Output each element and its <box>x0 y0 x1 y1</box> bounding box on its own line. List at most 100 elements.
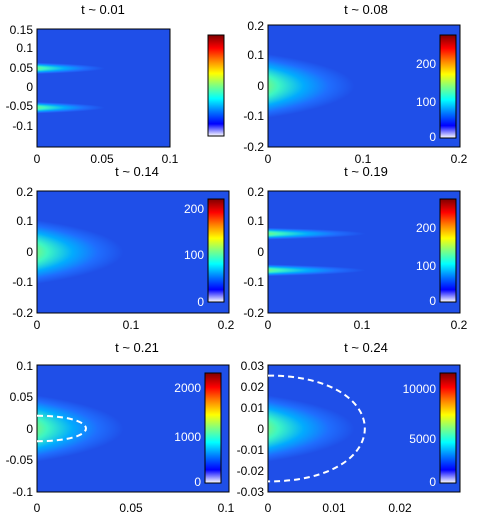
panel-1-xtick-2: 0.05 <box>90 152 114 166</box>
panel-5-ytick-2: 0.05 <box>10 390 34 404</box>
panel-3-ytick-4: -0.1 <box>12 275 33 289</box>
panel-5-hotspot-1 <box>37 375 181 482</box>
panel-2-ytick-2: 0.1 <box>247 48 264 62</box>
panel-3-xtick-2: 0.1 <box>123 318 140 332</box>
panel-4-ytick-3: 0 <box>257 245 264 259</box>
panel-6-colorbar <box>440 373 456 483</box>
panel-5-xtick-3: 0.1 <box>218 501 235 515</box>
panel-3-ytick-5: -0.2 <box>12 306 33 320</box>
panel-6-title: t ~ 0.24 <box>344 340 388 355</box>
panel-4-frame <box>267 190 461 314</box>
panel-2-hotspot-1 <box>268 34 412 138</box>
panel-5-ytick-5: -0.1 <box>12 485 33 499</box>
panel-1-hotspot-2 <box>37 86 151 129</box>
panel-4-hotspot-2 <box>268 248 432 293</box>
panel-6-ytick-4: 0 <box>257 422 264 436</box>
panel-3-ytick-2: 0.1 <box>16 214 33 228</box>
panel-5-frame <box>36 364 230 493</box>
panel-4-colorbar <box>440 199 456 302</box>
panel-6-colorbar-frame <box>439 372 457 484</box>
panel-3-colorbar-tick-3: 0 <box>197 295 204 309</box>
panel-5-colorbar-frame <box>204 372 222 484</box>
panel-4-colorbar-frame <box>439 198 457 303</box>
panel-4-ytick-1: 0.2 <box>247 185 264 199</box>
panel-5-ytick-3: 0 <box>26 422 33 436</box>
panel-1-ytick-3: 0.05 <box>10 61 34 75</box>
panel-4-title: t ~ 0.19 <box>344 164 388 179</box>
panel-4-colorbar-tick-2: 100 <box>416 259 436 273</box>
panel-4-ytick-5: -0.2 <box>243 306 264 320</box>
panel-3-colorbar-tick-2: 100 <box>184 248 204 262</box>
panel-3-xtick-1: 0 <box>34 318 41 332</box>
panel-2-colorbar <box>440 35 456 138</box>
panel-1-ytick-1: 0.15 <box>10 23 34 37</box>
panel-5-colorbar-tick-3: 0 <box>194 475 201 489</box>
panel-2-ytick-1: 0.2 <box>247 19 264 33</box>
panel-5: t ~ 0.21 2000 1000 0 0.1 0.05 0 -0.05 -0… <box>6 340 235 515</box>
panel-6-frame <box>267 364 461 493</box>
panel-6-ytick-5: -0.01 <box>237 443 265 457</box>
panel-1-colorbar-tick-2: 5 <box>197 93 204 107</box>
panel-6-ytick-2: 0.02 <box>241 380 265 394</box>
panel-4-colorbar-tick-1: 200 <box>416 221 436 235</box>
panel-5-xtick-2: 0.05 <box>119 501 143 515</box>
panel-2-ytick-5: -0.2 <box>243 140 264 154</box>
panel-1: t ~ 0.01 10 5 0 0.15 0.1 0.05 0 -0.05 -0… <box>6 2 225 166</box>
panel-2-colorbar-tick-1: 200 <box>416 57 436 71</box>
panel-2-ytick-3: 0 <box>257 79 264 93</box>
dashed-boundaries <box>36 374 366 483</box>
panel-6-colorbar-tick-1: 10000 <box>403 382 437 396</box>
panel-6-ytick-1: 0.03 <box>241 359 265 373</box>
panel-6: t ~ 0.24 10000 5000 0 0.03 0.02 0.01 0 -… <box>237 340 461 515</box>
panel-2-xtick-1: 0 <box>265 152 272 166</box>
panel-1-colorbar <box>208 35 224 136</box>
panel-1-xtick-1: 0 <box>34 152 41 166</box>
panel-2-colorbar-frame <box>439 34 457 139</box>
panel-6-ytick-7: -0.03 <box>237 485 265 499</box>
panel-5-colorbar-tick-1: 2000 <box>174 381 201 395</box>
panel-1-frame <box>36 28 171 148</box>
panel-4-ytick-4: -0.1 <box>243 275 264 289</box>
panel-1-colorbar-tick-1: 10 <box>191 55 205 69</box>
panel-1-ytick-2: 0.1 <box>16 41 33 55</box>
panel-6-xtick-3: 0.02 <box>388 501 412 515</box>
panel-2-ytick-4: -0.1 <box>243 109 264 123</box>
panel-6-hotspot-1 <box>268 375 412 482</box>
panel-1-colorbar-frame <box>207 34 225 137</box>
panel-3-colorbar-frame <box>207 198 225 303</box>
panel-2-title: t ~ 0.08 <box>344 2 388 17</box>
panel-5-colorbar <box>205 373 221 483</box>
panel-1-ytick-4: 0 <box>26 80 33 94</box>
panel-1-title: t ~ 0.01 <box>81 2 125 17</box>
panel-4-hotspot-1 <box>268 211 432 256</box>
panel-1-ytick-6: -0.1 <box>12 119 33 133</box>
panel-3-ytick-3: 0 <box>26 245 33 259</box>
panel-3-colorbar <box>208 199 224 302</box>
panel-4-colorbar-tick-3: 0 <box>429 294 436 308</box>
panel-6-ytick-6: -0.02 <box>237 464 265 478</box>
panel-6-xtick-1: 0 <box>265 501 272 515</box>
panel-1-xtick-3: 0.1 <box>162 152 179 166</box>
panel-1-hotspot-1 <box>37 47 151 90</box>
panel-1-ytick-5: -0.05 <box>6 99 34 113</box>
panel-1-colorbar-tick-3: 0 <box>197 129 204 143</box>
panel-3: t ~ 0.14 200 100 0 0.2 0.1 0 -0.1 -0.2 0… <box>12 164 235 332</box>
panel-3-ytick-1: 0.2 <box>16 185 33 199</box>
panel-5-colorbar-tick-2: 1000 <box>174 430 201 444</box>
panel-5-ytick-4: -0.05 <box>6 453 34 467</box>
panel-6-dashed-boundary <box>267 374 366 483</box>
panel-4-xtick-2: 0.1 <box>354 318 371 332</box>
panel-3-xtick-3: 0.2 <box>218 318 235 332</box>
panel-4-ytick-2: 0.1 <box>247 214 264 228</box>
panel-6-xtick-2: 0.01 <box>322 501 346 515</box>
panel-5-ytick-1: 0.1 <box>16 359 33 373</box>
panel-5-dashed-boundary <box>36 414 87 443</box>
panel-5-title: t ~ 0.21 <box>115 340 159 355</box>
panel-2-colorbar-tick-2: 100 <box>416 95 436 109</box>
panel-4-xtick-1: 0 <box>265 318 272 332</box>
panel-4-xtick-3: 0.2 <box>451 318 468 332</box>
panel-3-frame <box>36 190 230 314</box>
panel-2-xtick-2: 0.1 <box>355 152 372 166</box>
panel-6-colorbar-tick-2: 5000 <box>409 432 436 446</box>
